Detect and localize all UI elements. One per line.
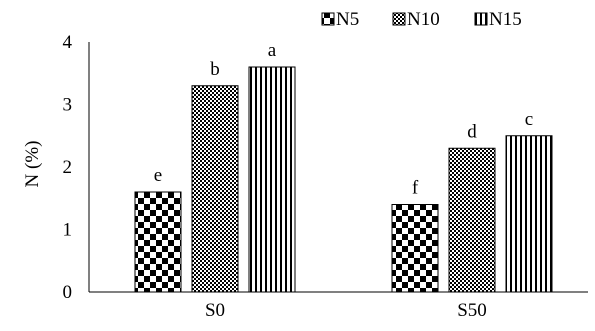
significance-letter: f <box>412 178 419 199</box>
x-tick-label: S50 <box>457 300 487 321</box>
bar-n15-s0 <box>248 66 296 293</box>
y-tick-label: 0 <box>63 282 73 303</box>
x-tick-label: S0 <box>205 300 225 321</box>
legend-swatch-n15 <box>474 12 488 26</box>
y-axis-label: N (%) <box>22 141 43 188</box>
bar-n5-s50 <box>391 204 439 293</box>
y-tick-label: 2 <box>63 157 73 178</box>
significance-letter: a <box>268 40 277 61</box>
legend-label-n10: N10 <box>407 9 440 30</box>
significance-letter: c <box>525 109 533 130</box>
legend: N5 N10 N15 <box>321 9 522 30</box>
legend-label-n5: N5 <box>336 9 359 30</box>
y-axis-ticks: 0 1 2 3 4 <box>63 32 73 303</box>
y-tick-label: 1 <box>63 220 73 241</box>
y-tick-label: 4 <box>63 32 73 53</box>
y-tick-label: 3 <box>63 95 73 116</box>
legend-swatch-n5 <box>321 12 335 26</box>
significance-letter: d <box>467 121 477 142</box>
bar-n10-s0 <box>191 85 239 293</box>
bar-n10-s50 <box>448 147 496 293</box>
significance-letter: b <box>210 59 220 80</box>
significance-letter: e <box>154 165 162 186</box>
bar-n15-s50 <box>505 135 553 293</box>
legend-swatch-n10 <box>392 12 406 26</box>
legend-label-n15: N15 <box>489 9 522 30</box>
bars <box>134 66 553 293</box>
significance-labels: e b a f d c <box>154 40 533 199</box>
bar-n5-s0 <box>134 191 182 293</box>
x-axis-ticks: S0 S50 <box>205 300 487 321</box>
